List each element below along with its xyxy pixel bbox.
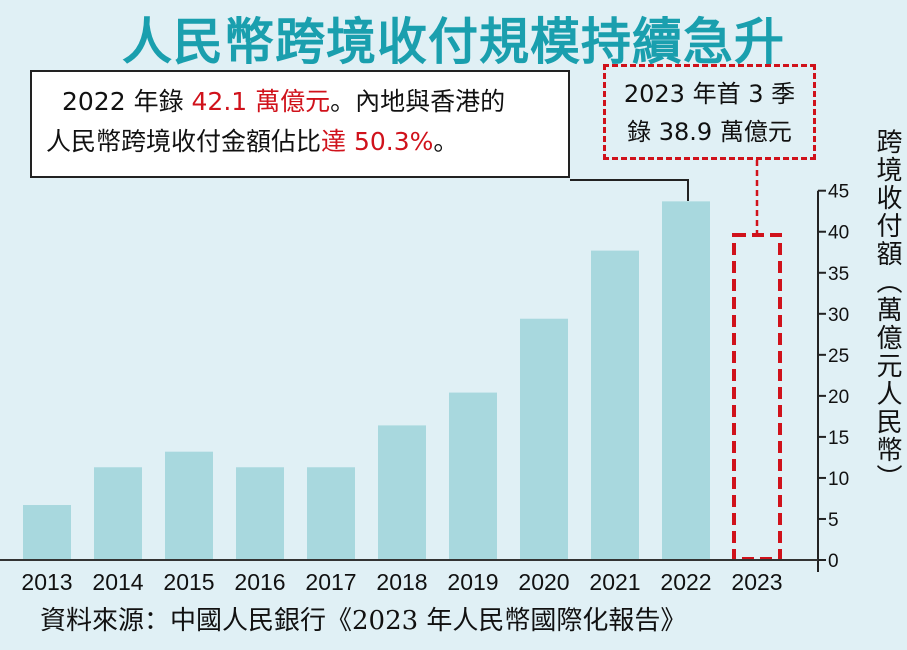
bar-2022 [662,201,710,561]
x-tick-label: 2014 [92,569,143,595]
bar-2018 [378,425,426,560]
y-tick-label: 40 [828,223,849,244]
bar-2017 [307,467,355,560]
bar-2023-highlight [732,233,782,562]
bar-2020 [520,318,568,560]
y-tick-label: 10 [828,469,849,490]
x-tick-label: 2018 [376,569,427,595]
bar-2014 [94,467,142,560]
bar-2019 [449,392,497,560]
x-tick-label: 2019 [447,569,498,595]
note-line: 2023 年首 3 季 [623,80,796,108]
bars-group [23,201,782,562]
y-axis: 0 5 10 15 20 25 30 35 40 45 [817,182,849,572]
x-tick-label: 2022 [660,569,711,595]
callout-value: 42.1 萬億元 [191,87,331,116]
x-tick-label: 2015 [163,569,214,595]
note-2023: 2023 年首 3 季 錄 38.9 萬億元 [603,64,816,160]
callout-2022: 2022 年錄 42.1 萬億元。內地與香港的 人民幣跨境收付金額佔比達 50.… [30,70,570,178]
y-tick-label: 15 [828,428,849,449]
y-tick-label: 0 [828,551,839,572]
y-tick-label: 45 [828,182,849,203]
callout-text: 2022 年錄 [62,87,192,116]
y-tick-label: 20 [828,387,849,408]
source-note: 資料來源：中國人民銀行《2023 年人民幣國際化報告》 [40,606,687,636]
bar-2015 [165,451,213,560]
x-tick-label: 2023 [731,569,782,595]
x-tick-label: 2016 [234,569,285,595]
callout-connector [570,179,689,201]
y-tick-label: 25 [828,346,849,367]
note-line: 錄 38.9 萬億元 [627,118,792,146]
callout-share: 達 50.3% [321,127,434,156]
callout-text: 。 [433,127,459,156]
callout-text: 。內地與香港的 [330,87,506,116]
x-tick-label: 2013 [21,569,72,595]
y-tick-label: 5 [828,510,839,531]
y-tick-label: 30 [828,305,849,326]
x-tick-label: 2017 [305,569,356,595]
x-tick-labels: 2013 2014 2015 2016 2017 2018 2019 2020 2021 2022… [21,569,782,595]
bar-2021 [591,250,639,560]
bar-2013 [23,505,71,560]
bar-2016 [236,467,284,560]
chart-title: 人民幣跨境收付規模持續急升 [122,13,785,71]
callout-text: 人民幣跨境收付金額佔比 [46,127,322,156]
x-tick-label: 2020 [518,569,569,595]
x-tick-label: 2021 [589,569,640,595]
y-axis-label: 跨境收付額（萬億元人民幣） [872,128,902,492]
y-tick-label: 35 [828,264,849,285]
